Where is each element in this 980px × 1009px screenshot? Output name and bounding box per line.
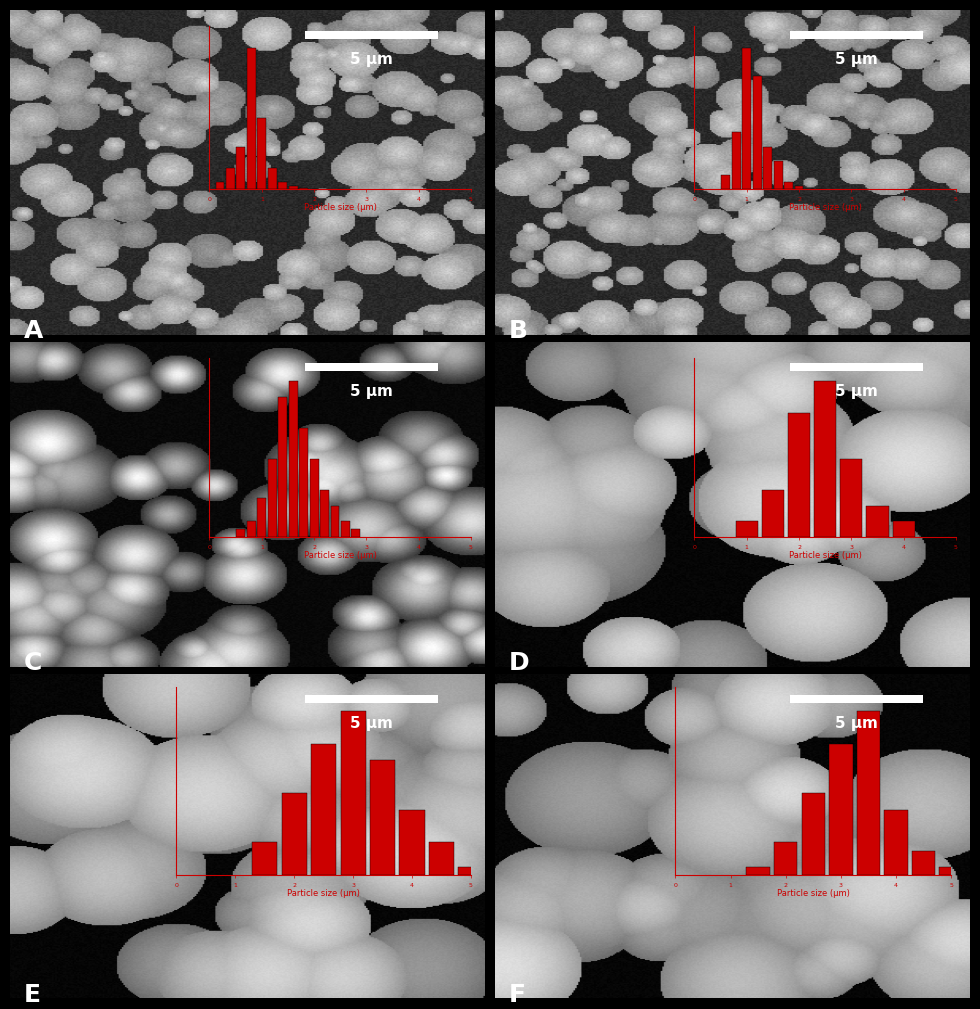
FancyBboxPatch shape: [305, 31, 438, 39]
Text: 5 μm: 5 μm: [835, 384, 877, 400]
FancyBboxPatch shape: [305, 695, 438, 703]
Text: 5 μm: 5 μm: [350, 716, 393, 731]
Text: 5 μm: 5 μm: [835, 716, 877, 731]
Text: B: B: [509, 319, 528, 343]
Text: 5 μm: 5 μm: [350, 52, 393, 68]
FancyBboxPatch shape: [790, 695, 922, 703]
Text: E: E: [24, 983, 41, 1007]
FancyBboxPatch shape: [305, 363, 438, 371]
FancyBboxPatch shape: [790, 363, 922, 371]
Text: D: D: [509, 651, 529, 675]
Text: F: F: [509, 983, 526, 1007]
Text: 5 μm: 5 μm: [350, 384, 393, 400]
Text: C: C: [24, 651, 42, 675]
Text: A: A: [24, 319, 43, 343]
FancyBboxPatch shape: [790, 31, 922, 39]
Text: 5 μm: 5 μm: [835, 52, 877, 68]
